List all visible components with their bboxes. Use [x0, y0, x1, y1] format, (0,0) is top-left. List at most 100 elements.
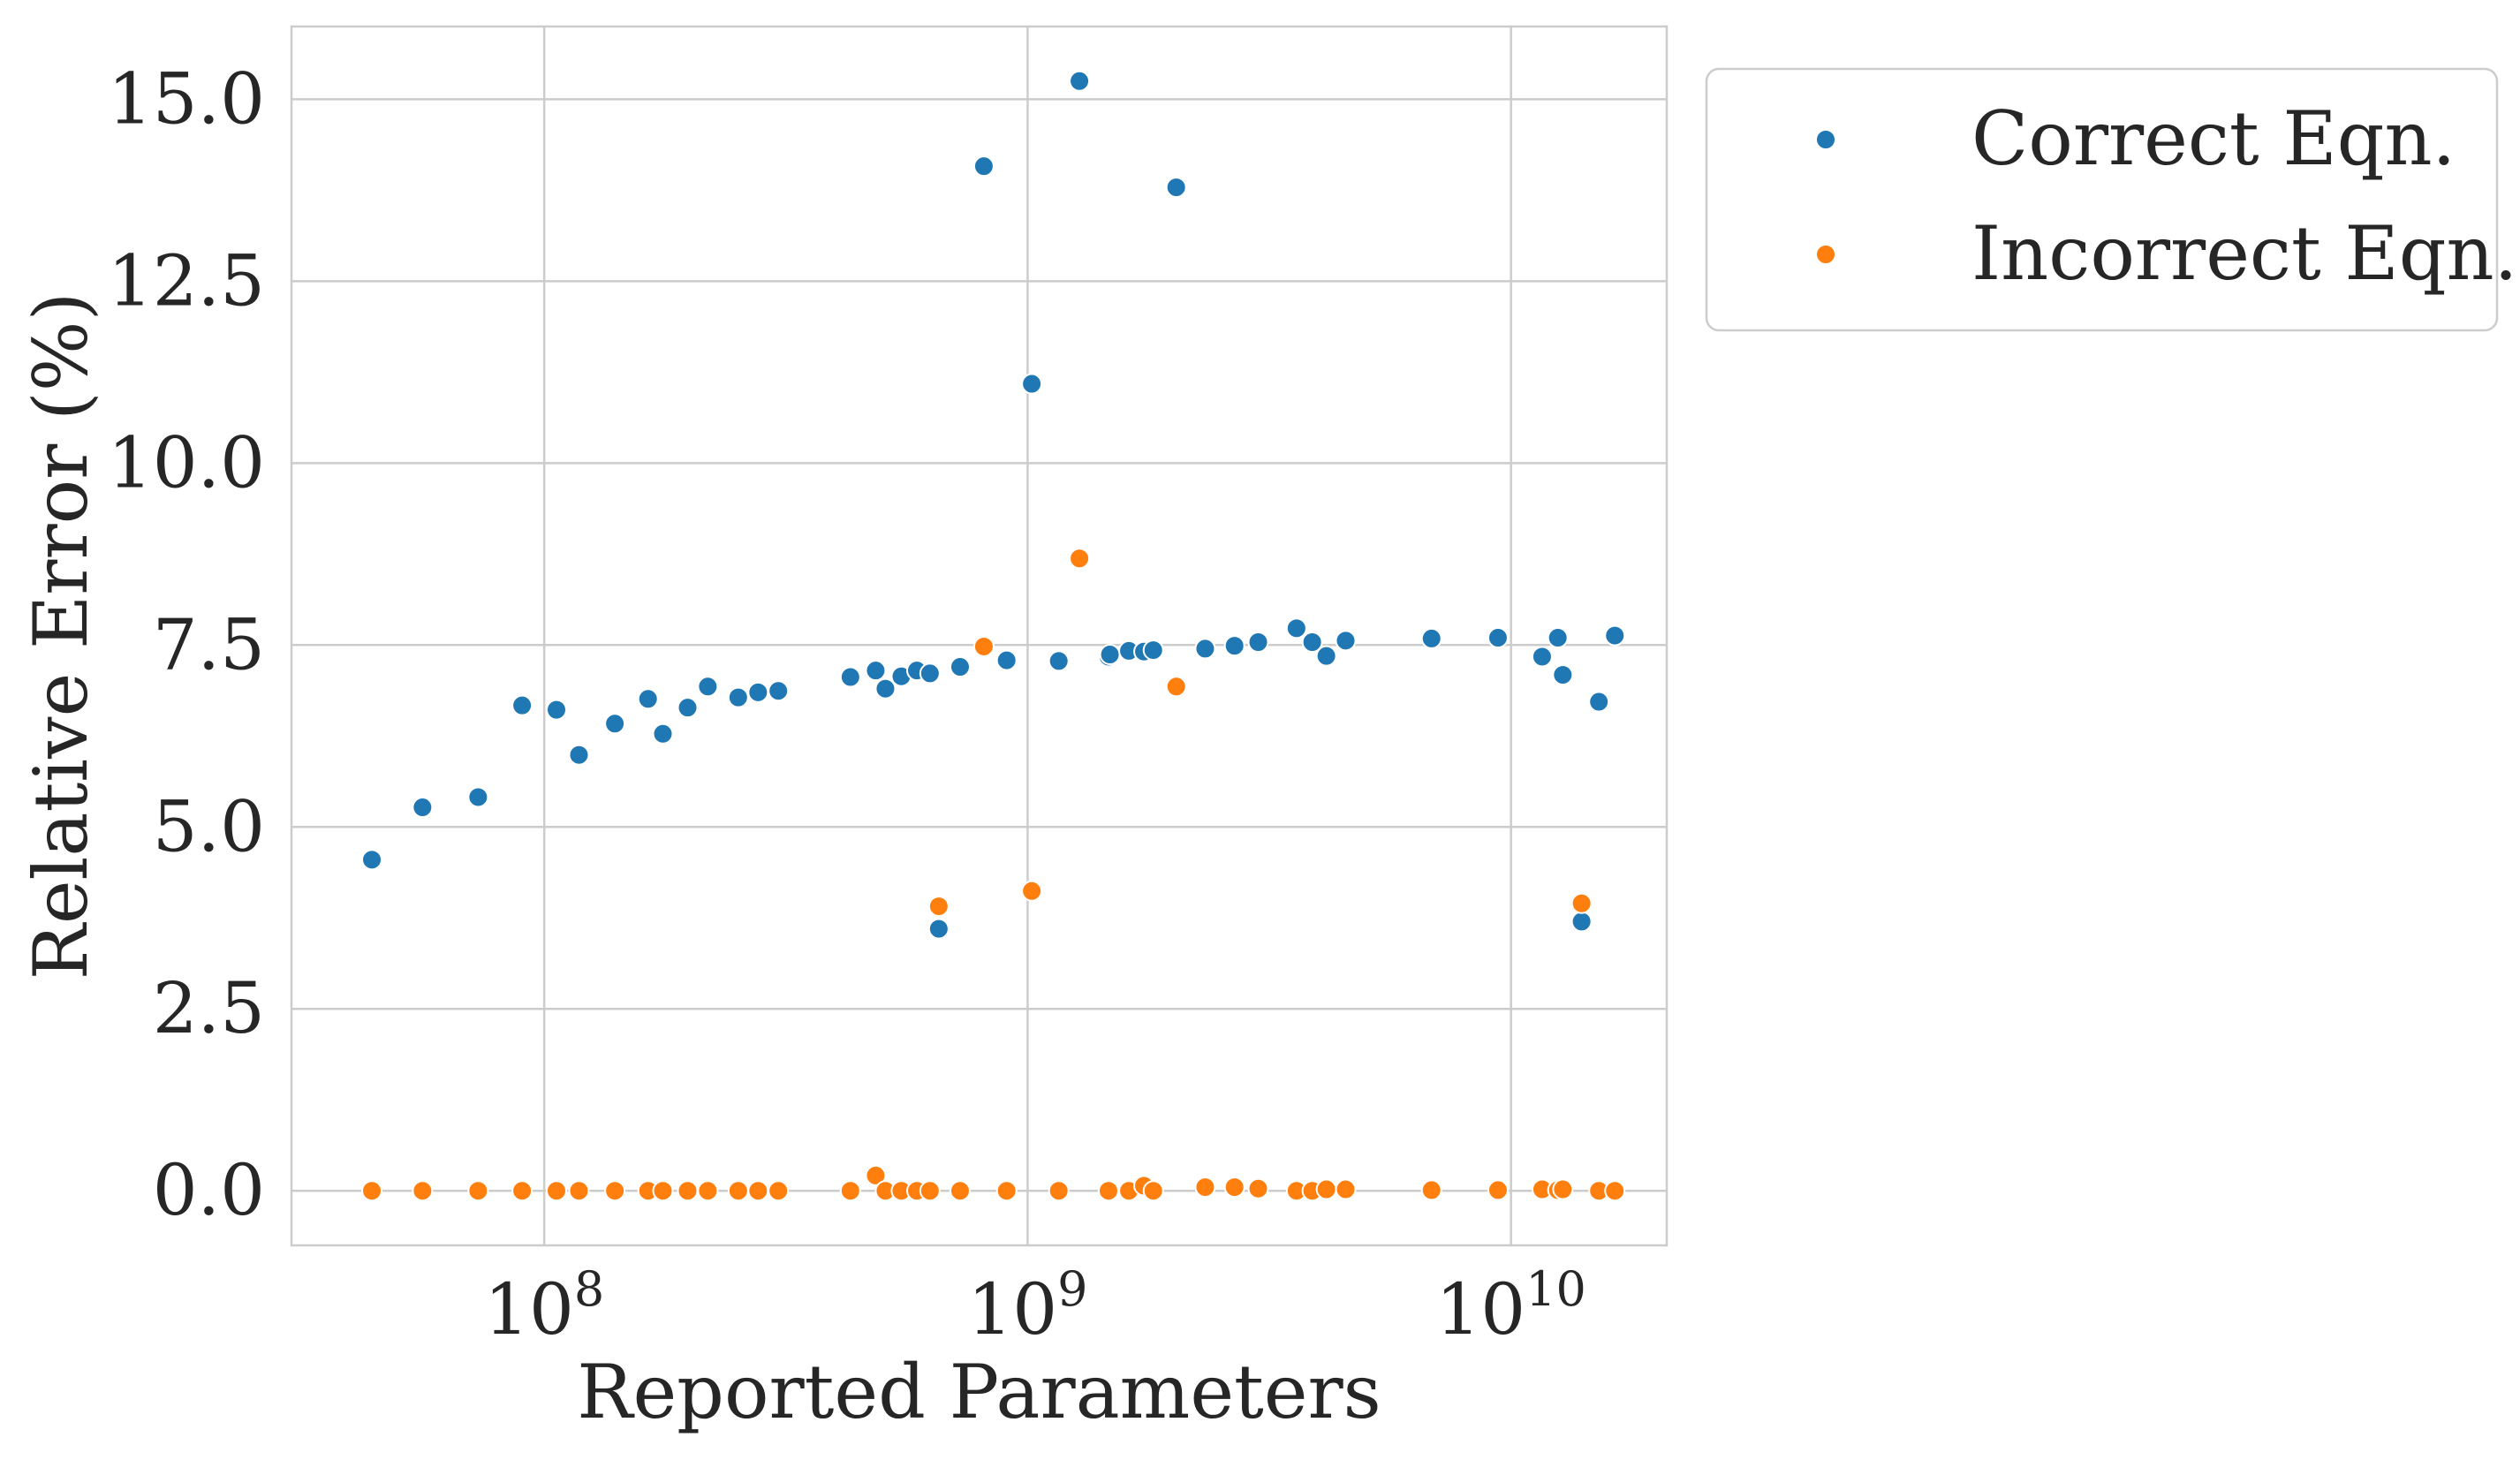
- incorrect-eqn-point: [919, 1180, 941, 1202]
- incorrect-eqn-point: [839, 1180, 861, 1202]
- correct-eqn-point: [865, 660, 887, 682]
- incorrect-eqn-point: [1420, 1179, 1442, 1201]
- legend: Correct Eqn. Incorrect Eqn.: [1705, 67, 2517, 332]
- data-points: [361, 70, 1626, 1202]
- incorrect-eqn-point: [927, 896, 950, 918]
- y-tick-label: 10.0: [108, 421, 265, 503]
- incorrect-eqn-point: [361, 1180, 383, 1202]
- correct-eqn-point: [747, 681, 769, 703]
- x-tick-label: 108: [484, 1261, 604, 1350]
- incorrect-eqn-point: [995, 1180, 1018, 1202]
- incorrect-eqn-point: [865, 1164, 887, 1186]
- correct-eqn-point: [511, 694, 534, 716]
- incorrect-eqn-point: [1021, 880, 1043, 902]
- correct-eqn-point: [361, 849, 383, 871]
- correct-eqn-point: [1021, 373, 1043, 395]
- correct-eqn-point: [412, 797, 434, 819]
- incorrect-eqn-point: [545, 1180, 567, 1202]
- incorrect-eqn-point: [1335, 1178, 1357, 1200]
- correct-eqn-point: [972, 155, 995, 178]
- correct-eqn-point: [1285, 617, 1307, 639]
- correct-eqn-point: [1165, 177, 1187, 199]
- correct-eqn-point: [1099, 644, 1121, 666]
- correct-eqn-point: [919, 662, 941, 685]
- plot-area-frame: [290, 25, 1669, 1247]
- incorrect-eqn-point: [727, 1180, 749, 1202]
- incorrect-eqn-point: [652, 1180, 674, 1202]
- correct-eqn-point: [1194, 638, 1216, 660]
- legend-marker-incorrect-eqn: [1815, 244, 1836, 265]
- correct-eqn-point: [995, 649, 1018, 671]
- correct-eqn-point: [1570, 911, 1593, 933]
- legend-marker-correct-eqn: [1815, 129, 1836, 150]
- correct-eqn-point: [697, 676, 719, 698]
- correct-eqn-point: [1069, 70, 1091, 92]
- correct-eqn-point: [1547, 627, 1569, 649]
- correct-eqn-point: [727, 686, 749, 708]
- correct-eqn-point: [839, 666, 861, 688]
- correct-eqn-point: [1247, 632, 1269, 654]
- incorrect-eqn-point: [1247, 1177, 1269, 1199]
- correct-eqn-point: [874, 677, 897, 700]
- incorrect-eqn-point: [1048, 1180, 1070, 1202]
- y-tick-label: 0.0: [153, 1149, 265, 1231]
- y-axis-title: Relative Error (%): [18, 292, 104, 980]
- grid-lines: [291, 26, 1667, 1245]
- legend-label-correct-eqn: Correct Eqn.: [1971, 95, 2456, 182]
- incorrect-eqn-point: [1165, 676, 1187, 698]
- incorrect-eqn-point: [604, 1180, 626, 1202]
- x-tick-label: 109: [967, 1261, 1087, 1350]
- legend-label-incorrect-eqn: Incorrect Eqn.: [1971, 210, 2517, 297]
- incorrect-eqn-point: [697, 1180, 719, 1202]
- correct-eqn-point: [637, 688, 659, 710]
- correct-eqn-point: [1588, 691, 1610, 713]
- y-tick-label: 12.5: [108, 239, 265, 322]
- incorrect-eqn-point: [1604, 1180, 1626, 1202]
- y-tick-label: 7.5: [153, 603, 265, 685]
- y-tick-label: 15.0: [108, 57, 265, 140]
- incorrect-eqn-point: [949, 1180, 971, 1202]
- correct-eqn-point: [1420, 627, 1442, 649]
- correct-eqn-point: [768, 680, 790, 702]
- correct-eqn-point: [927, 918, 950, 940]
- incorrect-eqn-point: [677, 1180, 699, 1202]
- incorrect-eqn-point: [1315, 1178, 1337, 1200]
- correct-eqn-point: [1552, 664, 1574, 686]
- y-tick-labels: 0.0 2.5 5.0 7.5 10.0 12.5 15.0: [108, 57, 265, 1231]
- incorrect-eqn-point: [568, 1180, 590, 1202]
- y-tick-label: 2.5: [153, 967, 265, 1049]
- correct-eqn-point: [1604, 624, 1626, 647]
- incorrect-eqn-point: [467, 1180, 489, 1202]
- x-tick-label: 1010: [1435, 1261, 1586, 1350]
- incorrect-eqn-point: [747, 1180, 769, 1202]
- correct-eqn-point: [545, 699, 567, 721]
- incorrect-eqn-point: [1069, 548, 1091, 570]
- correct-eqn-point: [652, 722, 674, 745]
- incorrect-eqn-point: [1487, 1179, 1509, 1201]
- incorrect-eqn-point: [972, 635, 995, 657]
- correct-eqn-point: [949, 656, 971, 678]
- incorrect-eqn-point: [768, 1180, 790, 1202]
- incorrect-eqn-point: [1223, 1176, 1245, 1199]
- incorrect-eqn-point: [1142, 1180, 1164, 1202]
- correct-eqn-point: [1142, 639, 1164, 662]
- correct-eqn-point: [1335, 630, 1357, 652]
- x-axis-title: Reported Parameters: [577, 1349, 1381, 1435]
- correct-eqn-point: [1531, 646, 1553, 668]
- x-tick-labels: 108 109 1010: [484, 1261, 1586, 1350]
- incorrect-eqn-point: [1552, 1178, 1574, 1200]
- correct-eqn-point: [568, 744, 590, 766]
- correct-eqn-point: [1301, 632, 1323, 654]
- correct-eqn-point: [604, 713, 626, 735]
- legend-box: [1705, 67, 2499, 332]
- correct-eqn-point: [1487, 627, 1509, 649]
- incorrect-eqn-point: [1570, 892, 1593, 914]
- correct-eqn-point: [677, 697, 699, 719]
- incorrect-eqn-point: [412, 1180, 434, 1202]
- correct-eqn-point: [1223, 635, 1245, 657]
- y-tick-label: 5.0: [153, 785, 265, 867]
- incorrect-eqn-point: [1194, 1176, 1216, 1199]
- incorrect-eqn-point: [511, 1180, 534, 1202]
- correct-eqn-point: [1315, 645, 1337, 667]
